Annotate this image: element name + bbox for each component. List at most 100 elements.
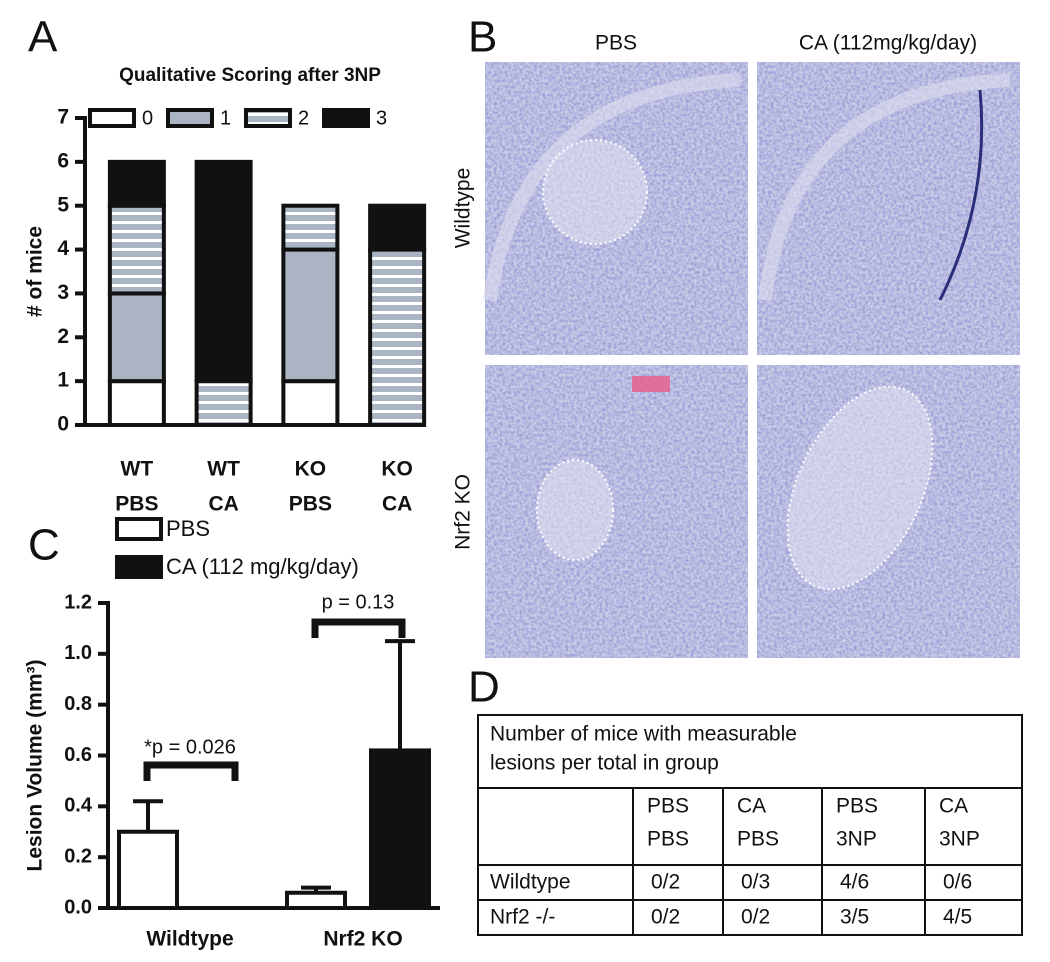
lesion-outline bbox=[536, 459, 614, 561]
tissue-band bbox=[483, 73, 741, 301]
lesion-outline bbox=[542, 139, 648, 245]
legend-label: 2 bbox=[298, 107, 309, 129]
bar-segment bbox=[194, 379, 253, 427]
x-tick-label: KO bbox=[381, 458, 413, 481]
legend-swatch bbox=[115, 517, 163, 541]
error-bar bbox=[385, 639, 415, 751]
y-tick-label: 0 bbox=[57, 413, 69, 436]
y-tick-label: 0.4 bbox=[64, 795, 93, 817]
chart-title: Qualitative Scoring after 3NP bbox=[119, 65, 381, 86]
y-tick-label: 1.2 bbox=[64, 591, 92, 613]
panel-label: C bbox=[28, 521, 60, 570]
x-tick-label: Nrf2 KO bbox=[323, 928, 402, 951]
error-bar bbox=[133, 799, 163, 832]
row-label: Wildtype bbox=[452, 168, 475, 249]
annotation: p = 0.13 bbox=[322, 591, 395, 613]
bar bbox=[285, 890, 347, 910]
legend-swatch bbox=[88, 108, 136, 128]
table-cell: 3/5 bbox=[840, 906, 869, 929]
y-axis-label: # of mice bbox=[24, 226, 47, 317]
bar-segment bbox=[107, 159, 166, 208]
row-header: Wildtype bbox=[490, 871, 571, 894]
x-tick-label: CA bbox=[208, 493, 238, 516]
column-header: PBS bbox=[737, 828, 779, 851]
column-header: CA bbox=[737, 795, 766, 818]
vessel bbox=[938, 89, 984, 301]
column-header: CA bbox=[939, 795, 968, 818]
legend-label: 3 bbox=[376, 107, 387, 129]
x-tick-label: Wildtype bbox=[146, 928, 233, 951]
lesion-outline bbox=[786, 385, 934, 591]
table-cell: 0/2 bbox=[651, 871, 680, 894]
bar-segment bbox=[281, 203, 340, 252]
x-tick-label: PBS bbox=[115, 493, 158, 516]
panel-label: B bbox=[468, 13, 497, 62]
y-tick-label: 0.8 bbox=[64, 693, 92, 715]
tissue-band bbox=[758, 73, 1011, 301]
bar-segment bbox=[107, 203, 166, 296]
bar-segment bbox=[194, 159, 253, 384]
table-cell: 4/6 bbox=[840, 871, 869, 894]
column-label: CA (112mg/kg/day) bbox=[799, 32, 977, 55]
panel-label: A bbox=[28, 13, 58, 62]
annotation: *p = 0.026 bbox=[144, 736, 236, 758]
significance-bracket bbox=[311, 618, 406, 638]
y-tick-label: 5 bbox=[57, 193, 69, 216]
column-header: 3NP bbox=[836, 828, 877, 851]
table-cell: 0/6 bbox=[943, 871, 972, 894]
micrographs bbox=[483, 62, 1020, 658]
bar-segment bbox=[368, 203, 427, 252]
y-tick-label: 1 bbox=[57, 369, 69, 392]
bar-segment bbox=[368, 247, 427, 427]
legend-label: 0 bbox=[142, 107, 153, 129]
x-tick-label: CA bbox=[382, 493, 412, 516]
table-cell: 4/5 bbox=[943, 906, 972, 929]
bar bbox=[369, 748, 431, 911]
y-tick-label: 1.0 bbox=[64, 642, 92, 664]
x-tick-label: KO bbox=[295, 458, 327, 481]
y-tick-label: 6 bbox=[57, 149, 69, 172]
column-header: PBS bbox=[647, 828, 689, 851]
legend-swatch bbox=[322, 108, 370, 128]
y-axis-label: Lesion Volume (mm³) bbox=[24, 660, 47, 872]
legend-label: CA (112 mg/kg/day) bbox=[166, 554, 359, 579]
significance-bracket bbox=[143, 761, 239, 781]
micrograph bbox=[485, 365, 748, 658]
legend-label: 1 bbox=[220, 107, 231, 129]
bar-segment bbox=[281, 379, 340, 427]
x-tick-label: WT bbox=[121, 458, 154, 481]
table-cell: 0/2 bbox=[741, 906, 770, 929]
y-tick-label: 0.6 bbox=[64, 744, 92, 766]
legend-label: PBS bbox=[166, 516, 210, 541]
legend-swatch bbox=[115, 555, 163, 579]
legend-swatch bbox=[244, 108, 292, 128]
y-tick-label: 0.0 bbox=[64, 896, 92, 918]
table-border bbox=[477, 714, 1023, 936]
table-title: Number of mice with measurable bbox=[490, 723, 797, 746]
artifact bbox=[632, 376, 670, 392]
bar bbox=[117, 829, 179, 910]
legend-swatch bbox=[166, 108, 214, 128]
x-tick-label: PBS bbox=[289, 493, 332, 516]
bar-segment bbox=[107, 379, 166, 427]
panel-label: D bbox=[468, 663, 500, 712]
table-title: lesions per total in group bbox=[490, 752, 719, 775]
column-header: PBS bbox=[647, 795, 689, 818]
column-header: 3NP bbox=[939, 828, 980, 851]
table-cell: 0/2 bbox=[651, 906, 680, 929]
content: A B C D Qualitative Scoring after 3NP # of mi… bbox=[24, 13, 1023, 951]
column-label: PBS bbox=[595, 32, 637, 55]
bar-segment bbox=[107, 291, 166, 384]
y-tick-label: 4 bbox=[57, 237, 69, 260]
row-label: Nrf2 KO bbox=[452, 474, 475, 550]
row-header: Nrf2 -/- bbox=[490, 906, 555, 929]
table-cell: 0/3 bbox=[741, 871, 770, 894]
y-tick-label: 7 bbox=[57, 106, 69, 129]
x-tick-label: WT bbox=[207, 458, 240, 481]
y-tick-label: 0.2 bbox=[64, 845, 92, 867]
bar-segment bbox=[281, 247, 340, 384]
y-tick-label: 3 bbox=[57, 281, 69, 304]
column-header: PBS bbox=[836, 795, 878, 818]
error-bar bbox=[301, 885, 331, 893]
